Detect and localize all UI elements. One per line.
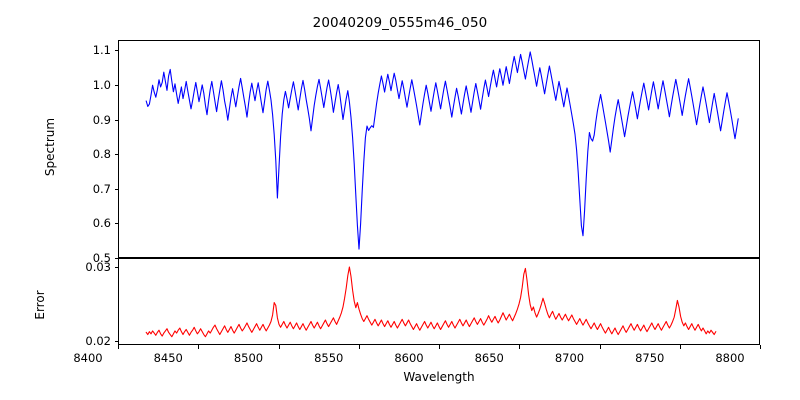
y-tick-label: 0.03 [85, 259, 111, 274]
y-tick-label: 0.02 [85, 334, 111, 349]
y-tick-mark [114, 258, 118, 259]
x-tick-label: 8700 [554, 351, 585, 365]
x-tick-label: 8650 [474, 351, 504, 365]
x-tick-mark [118, 345, 119, 349]
y-tick-label: 0.6 [92, 216, 111, 231]
error-data-line [145, 266, 717, 338]
x-tick-mark [358, 345, 360, 349]
y-tick-mark [114, 341, 118, 343]
x-tick-label: 8500 [233, 351, 264, 365]
x-tick-mark [599, 345, 601, 349]
y-tick-mark [114, 84, 118, 86]
y-tick-label: 0.7 [92, 181, 111, 196]
x-tick-mark [278, 345, 280, 349]
y-tick-label: 0.9 [92, 112, 111, 127]
y-tick-mark [114, 188, 118, 190]
y-tick-mark [114, 266, 118, 268]
y-axis-label-spectrum: Spectrum [43, 117, 57, 177]
x-tick-label: 8800 [715, 351, 745, 365]
x-tick-mark [760, 345, 761, 349]
y-tick-mark [114, 50, 118, 52]
error-line-chart [145, 266, 717, 338]
y-tick-label: 1.1 [92, 43, 111, 58]
spectrum-plot-area [118, 40, 760, 258]
y-tick-mark [114, 223, 118, 225]
x-tick-mark [679, 345, 681, 349]
y-axis-label-error: Error [33, 290, 47, 320]
x-tick-label: 8400 [73, 351, 103, 365]
x-tick-mark [198, 345, 200, 349]
x-tick-label: 8750 [635, 351, 665, 365]
x-tick-label: 8450 [153, 351, 183, 365]
spectrum-line-chart [145, 51, 739, 250]
x-axis-label-wavelength: Wavelength [403, 370, 475, 384]
y-tick-label: 0.8 [92, 147, 111, 162]
y-tick-label: 1.0 [92, 77, 111, 92]
x-tick-label: 8550 [314, 351, 344, 365]
x-tick-label: 8600 [394, 351, 424, 365]
figure-title: 20040209_0555m46_050 [312, 15, 488, 31]
x-tick-mark [519, 345, 521, 349]
y-tick-mark [114, 154, 118, 156]
spectrum-data-line [145, 51, 739, 250]
error-plot-area [118, 258, 760, 345]
x-tick-mark [439, 345, 440, 349]
y-tick-label: 0.5 [92, 251, 111, 265]
y-tick-mark [114, 119, 118, 121]
